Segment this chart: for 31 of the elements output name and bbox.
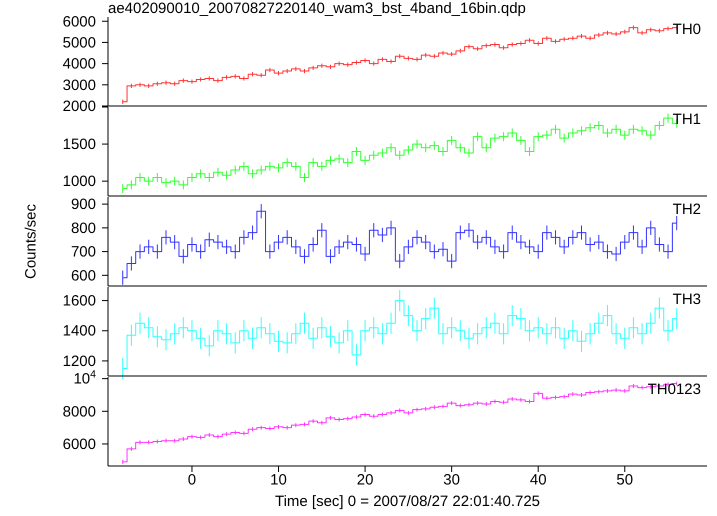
x-tick-label: 50 <box>616 472 634 489</box>
x-tick-label: 10 <box>270 472 287 489</box>
y-tick-label: 1400 <box>62 322 96 340</box>
y-tick-label: 2000 <box>62 98 96 115</box>
y-tick-label: 1600 <box>62 292 96 310</box>
y-tick-label: 6000 <box>62 436 96 453</box>
y-tick-label: 5000 <box>62 34 96 52</box>
x-axis-title: Time [sec] 0 = 2007/08/27 22:01:40.725 <box>274 493 540 510</box>
y-tick-label: 4000 <box>62 56 96 73</box>
y-tick-label: 10$^{4}$ <box>73 368 96 388</box>
x-tick-label: 0 <box>188 472 196 489</box>
y-tick-label: 8000 <box>62 403 96 420</box>
series-label: TH0 <box>672 21 701 38</box>
y-tick-label: 800 <box>70 220 96 237</box>
y-tick-label: 3000 <box>62 76 96 94</box>
x-tick-label: 20 <box>356 472 374 489</box>
series-label: TH0123 <box>648 381 701 398</box>
x-tick-label: 40 <box>530 472 547 489</box>
y-tick-label: 1000 <box>62 173 96 190</box>
x-tick-label: 30 <box>443 472 460 489</box>
series-label: TH1 <box>672 111 701 128</box>
series-label: TH2 <box>672 201 701 218</box>
y-tick-label: 1200 <box>62 352 96 370</box>
y-tick-label: 1500 <box>62 136 96 154</box>
y-tick-label: 900 <box>70 196 96 214</box>
y-axis-title: Counts/sec <box>22 203 40 280</box>
y-tick-label: 600 <box>70 267 96 284</box>
y-tick-label: 700 <box>70 244 96 261</box>
series-label: TH3 <box>672 291 701 308</box>
chart-title: ae402090010_20070827220140_wam3_bst_4band_16bin.qdp <box>108 0 526 18</box>
y-tick-label: 6000 <box>62 13 96 30</box>
